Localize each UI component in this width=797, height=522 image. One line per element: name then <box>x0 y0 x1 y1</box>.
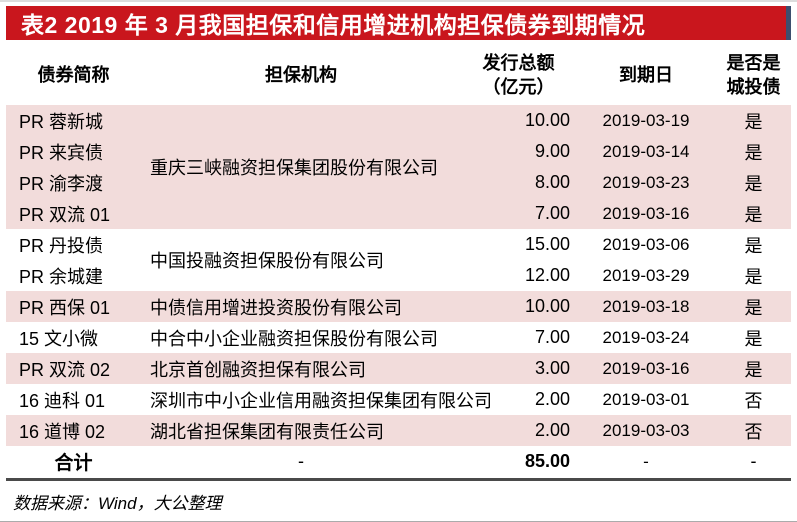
amount-cell: 2.00 <box>534 389 570 409</box>
maturity-date-cell: 2019-03-03 <box>576 415 716 446</box>
bond-name-cell: 16 迪科 01 <box>19 390 106 411</box>
urban-bond-flag-cell: 是 <box>744 328 763 349</box>
header-row: 债券简称 担保机构 发行总额 （亿元） 到期日 是否是城投债 <box>6 45 791 105</box>
total-label-cell: 合计 <box>6 446 141 481</box>
table-row: PR 来宾债 9.00 2019-03-14 是 <box>6 136 791 167</box>
urban-bond-flag-cell: 是 <box>716 353 791 384</box>
maturity-date-cell: 2019-03-16 <box>576 198 716 229</box>
urban-bond-flag-cell: 是 <box>716 291 791 322</box>
maturity-date-cell: 2019-03-24 <box>602 327 690 347</box>
bond-name-cell: PR 西保 01 <box>6 291 141 322</box>
column-header-line: 是否是 <box>726 52 781 73</box>
bond-name-cell: 16 道博 02 <box>6 415 141 446</box>
table-row: PR 蓉新城 重庆三峡融资担保集团股份有限公司 10.00 2019-03-19 是 <box>6 105 791 229</box>
column-header: 担保机构 <box>141 45 461 105</box>
table-row: PR 双流 02 北京首创融资担保有限公司 3.00 2019-03-16 是 <box>6 353 791 384</box>
bond-name-cell: PR 丹投债 <box>19 235 104 256</box>
table-row: PR 丹投债中国投融资担保股份有限公司 15.00 2019-03-06 是 <box>6 229 791 271</box>
guarantor-cell: 深圳市中小企业信用融资担保集团有限公司 <box>150 390 492 411</box>
bond-name-cell: PR 来宾债 <box>6 136 141 167</box>
column-header-line: 债券简称 <box>37 64 110 85</box>
amount-cell: 7.00 <box>461 198 576 229</box>
amount-cell: 10.00 <box>461 291 576 322</box>
amount-cell: 15.00 <box>524 234 570 254</box>
total-guarantor-cell: - <box>141 446 461 481</box>
urban-bond-flag-cell: 是 <box>716 105 791 136</box>
table-title: 表2 2019 年 3 月我国担保和信用增进机构担保债券到期情况 <box>21 12 646 38</box>
bond-name-cell: PR 余城建 <box>19 266 104 287</box>
table-row: 15 文小微 中合中小企业融资担保股份有限公司 7.00 2019-03-24 是 <box>6 322 791 353</box>
maturity-date-cell: 2019-03-18 <box>576 291 716 322</box>
bottom-divider <box>0 520 797 522</box>
bond-name-cell: PR 双流 01 <box>6 198 141 229</box>
urban-bond-flag-cell: 是 <box>716 198 791 229</box>
total-row: 合计 -85.00- - <box>6 446 791 481</box>
maturity-date-cell: 2019-03-14 <box>576 136 716 167</box>
column-header-line: 担保机构 <box>265 64 337 85</box>
table-row: PR 双流 01 7.00 2019-03-16 是 <box>6 198 791 229</box>
urban-bond-flag-cell: 是 <box>744 266 763 287</box>
table-row: 16 道博 02 湖北省担保集团有限责任公司 2.00 2019-03-03 否 <box>6 415 791 446</box>
urban-bond-flag-cell: 是 <box>716 167 791 198</box>
total-flag-cell: - <box>716 446 791 481</box>
guarantor-cell: 湖北省担保集团有限责任公司 <box>141 415 461 446</box>
amount-cell: 8.00 <box>461 167 576 198</box>
bond-name-cell: PR 蓉新城 <box>6 105 141 136</box>
table-row: PR 余城建 12.00 2019-03-29 是 <box>6 260 791 291</box>
maturity-date-cell: 2019-03-29 <box>602 265 690 285</box>
bond-name-cell: PR 双流 02 <box>6 353 141 384</box>
total-date-cell: - <box>576 446 716 481</box>
table-header: 债券简称 担保机构 发行总额 （亿元） 到期日 是否是城投债 <box>6 45 791 105</box>
guarantor-cell: 中债信用增进投资股份有限公司 <box>141 291 461 322</box>
urban-bond-flag-cell: 否 <box>744 390 763 411</box>
column-header-line: （亿元） <box>482 77 555 97</box>
bond-maturity-table: 债券简称 担保机构 发行总额 （亿元） 到期日 是否是 城投债 PR 蓉新城 重庆三峡融资担保… <box>6 45 791 481</box>
bond-name-cell: 15 文小微 <box>19 328 99 349</box>
amount-cell: 2.00 <box>461 415 576 446</box>
data-source-note: 数据来源：Wind，大公整理 <box>13 493 222 513</box>
maturity-date-cell: 2019-03-01 <box>602 389 690 409</box>
maturity-date-cell: 2019-03-16 <box>576 353 716 384</box>
table-row: PR 西保 01 中债信用增进投资股份有限公司 10.00 2019-03-18 是 <box>6 291 791 322</box>
amount-cell: 3.00 <box>461 353 576 384</box>
urban-bond-flag-cell: 是 <box>716 136 791 167</box>
guarantor-cell: 重庆三峡融资担保集团股份有限公司 <box>141 105 461 229</box>
guarantor-cell: 中合中小企业融资担保股份有限公司 <box>150 328 438 349</box>
guarantor-cell: 北京首创融资担保有限公司 <box>141 353 461 384</box>
urban-bond-flag-cell: 是 <box>744 235 763 256</box>
urban-bond-flag-cell: 否 <box>716 415 791 446</box>
table-body: PR 蓉新城 重庆三峡融资担保集团股份有限公司 10.00 2019-03-19 是 PR… <box>6 105 791 481</box>
column-header: 到期日 <box>576 45 716 105</box>
amount-cell: 7.00 <box>534 327 570 347</box>
bond-name-cell: PR 渝李渡 <box>6 167 141 198</box>
amount-cell: 10.00 <box>461 105 576 136</box>
column-header: 发行总额 （亿元） <box>461 45 576 105</box>
column-header-line: 到期日 <box>619 64 673 85</box>
table-row: PR 渝李渡 8.00 2019-03-23 是 <box>6 167 791 198</box>
maturity-date-cell: 2019-03-23 <box>576 167 716 198</box>
table-row: 16 迪科 01 深圳市中小企业信用融资担保集团有限公司 2.00 2019-03-0… <box>6 384 791 415</box>
column-header-line: 发行总额 <box>482 52 555 73</box>
column-header: 债券简称 <box>6 45 141 105</box>
column-header-line: 城投债 <box>726 77 781 97</box>
maturity-date-cell: 2019-03-06 <box>602 234 690 254</box>
table-title-banner: 表2 2019 年 3 月我国担保和信用增进机构担保债券到期情况 <box>6 6 791 40</box>
amount-cell: 12.00 <box>524 265 570 285</box>
amount-cell: 9.00 <box>461 136 576 167</box>
guarantor-cell: 中国投融资担保股份有限公司 <box>150 251 384 271</box>
column-header: 是否是 城投债 <box>716 45 791 105</box>
maturity-date-cell: 2019-03-19 <box>576 105 716 136</box>
total-amount-cell: 85.00 <box>461 446 576 481</box>
